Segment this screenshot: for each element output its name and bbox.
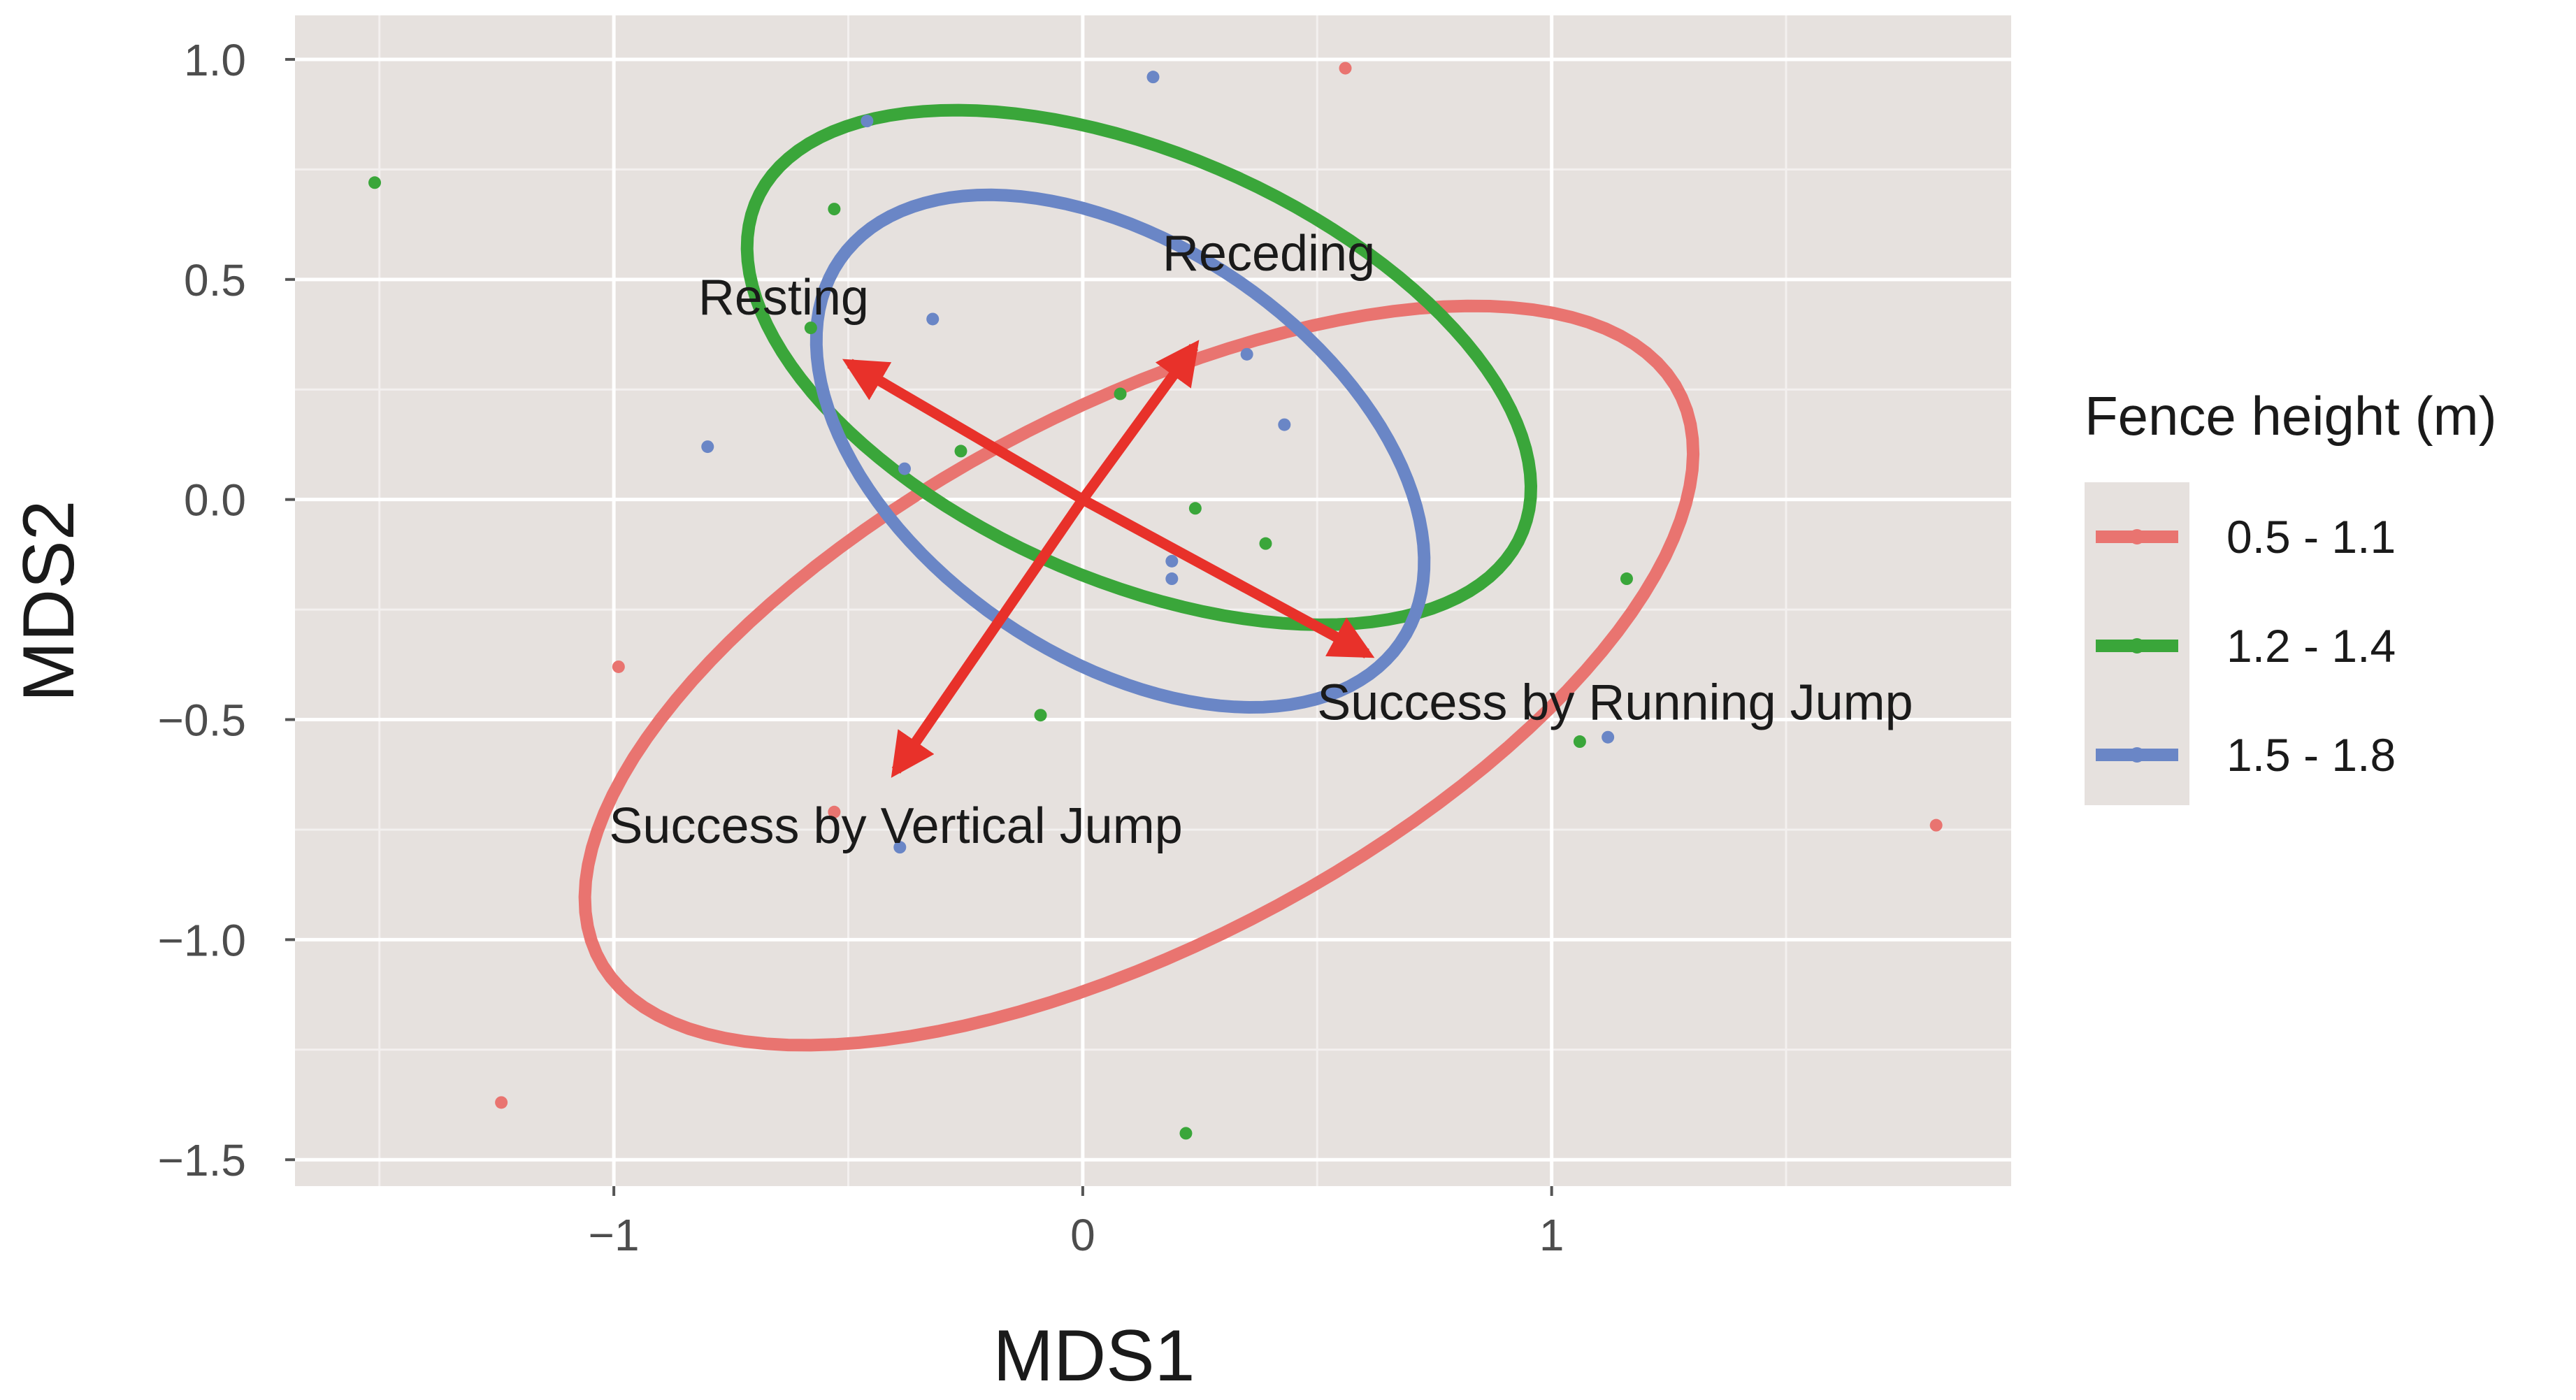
point-series-3 [861,115,874,128]
point-series-1 [1929,818,1943,832]
ellipse-series-3 [810,188,1431,714]
y-tick-label: 0.0 [184,475,246,526]
y-tick-label: 1.0 [184,35,246,85]
arrow-vector-4 [891,496,1088,778]
ellipse-series-1 [578,299,1700,1052]
point-series-3 [926,312,940,326]
y-axis-title: MDS2 [8,500,89,702]
x-tick-label: 1 [1539,1210,1564,1260]
point-series-2 [1259,537,1272,550]
point-layer [368,62,1943,1140]
legend-label-2: 1.2 - 1.4 [2226,620,2396,672]
legend-label-1: 0.5 - 1.1 [2226,511,2396,563]
point-series-2 [1188,502,1202,515]
legend-label-3: 1.5 - 1.8 [2226,729,2396,781]
point-series-3 [1165,572,1179,586]
point-series-3 [1165,554,1179,568]
point-series-1 [495,1096,508,1109]
arrow-label-2: Receding [1163,226,1375,282]
y-tick-label: −1.0 [158,915,246,965]
point-series-2 [1034,709,1047,722]
legend-key-point-1 [2129,529,2145,544]
legend-title: Fence height (m) [2085,385,2497,447]
point-series-2 [1620,572,1633,586]
axis-layer: −1 0 1 1.0 0.5 0.0 −0.5 −1.0 −1.5 [158,35,1564,1260]
arrow-layer: Resting Receding Success by Running Jump Su… [609,226,1913,854]
arrow-vector-2 [1078,340,1200,503]
point-series-2 [1179,1127,1193,1140]
point-series-2 [1573,735,1586,749]
point-series-2 [1114,387,1127,400]
x-tick-label: −1 [589,1210,640,1260]
point-series-3 [1602,730,1615,744]
ellipse-series-2 [740,103,1538,631]
point-series-3 [893,841,907,854]
point-series-3 [1278,418,1291,431]
arrow-label-4: Success by Vertical Jump [609,798,1182,854]
arrow-vector-3 [1080,495,1375,658]
y-tick-label: 0.5 [184,255,246,305]
legend-entries: 0.5 - 1.1 1.2 - 1.4 1.5 - 1.8 [2096,511,2396,781]
point-series-3 [1146,71,1160,84]
point-series-2 [828,203,841,216]
point-series-1 [828,805,841,818]
point-series-2 [954,445,967,458]
arrow-vector-1 [842,359,1086,505]
arrow-label-1: Resting [698,270,869,326]
arrow-label-3: Success by Running Jump [1317,675,1913,731]
point-series-3 [898,462,911,475]
point-series-2 [368,176,382,189]
point-series-2 [804,322,817,335]
point-series-1 [612,660,625,673]
point-series-3 [701,440,714,454]
legend-key-point-2 [2129,638,2145,654]
legend: Fence height (m) 0.5 - 1.1 1.2 - 1.4 1.5 -… [2085,385,2497,805]
legend-key-point-3 [2129,747,2145,763]
point-series-3 [1240,347,1253,361]
y-tick-label: −1.5 [158,1135,246,1185]
y-tick-label: −0.5 [158,695,246,746]
ellipse-layer [578,103,1700,1052]
point-series-1 [1339,62,1352,75]
x-axis-title: MDS1 [993,1315,1195,1397]
x-tick-label: 0 [1070,1210,1095,1260]
